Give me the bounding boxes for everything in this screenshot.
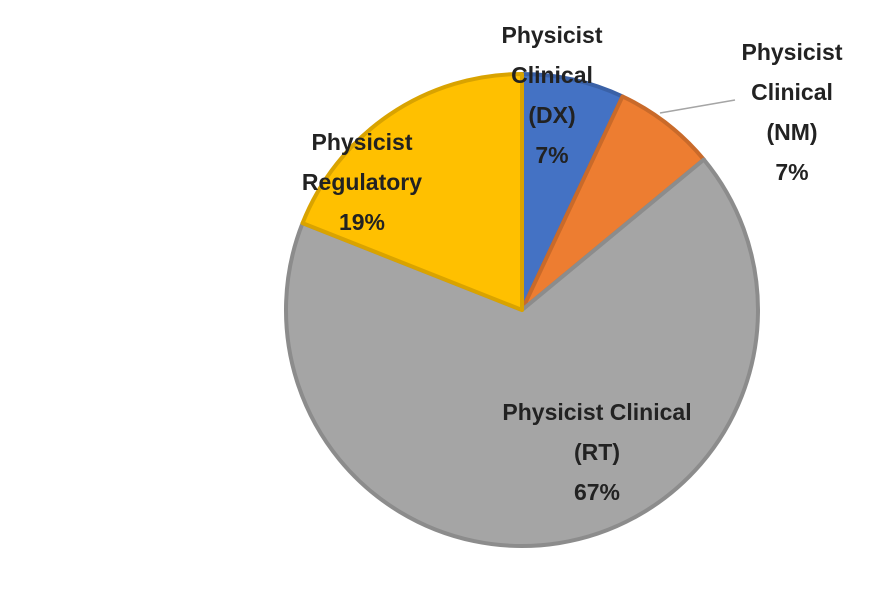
slice-category: Physicist Clinical (RT) <box>502 399 692 465</box>
slice-value: 7% <box>535 142 569 168</box>
pie-slice <box>300 72 524 312</box>
pie-slice <box>520 72 625 312</box>
slice-category: Physicist Clinical (NM) <box>741 39 843 145</box>
slice-value: 19% <box>338 209 386 235</box>
leader-line <box>659 99 736 114</box>
pie-slice <box>284 157 760 548</box>
slice-value: 7% <box>775 159 809 185</box>
data-label: Physicist Clinical (NM) 7% <box>727 32 857 192</box>
pie-slice <box>520 94 706 312</box>
slice-category: Physicist Regulatory <box>301 129 423 195</box>
slice-value: 67% <box>573 479 621 505</box>
data-label: Physicist Clinical (RT) 67% <box>497 392 697 512</box>
data-label: Physicist Clinical (DX) 7% <box>487 15 617 175</box>
data-label: Physicist Regulatory 19% <box>282 122 442 242</box>
slice-category: Physicist Clinical (DX) <box>501 22 603 128</box>
